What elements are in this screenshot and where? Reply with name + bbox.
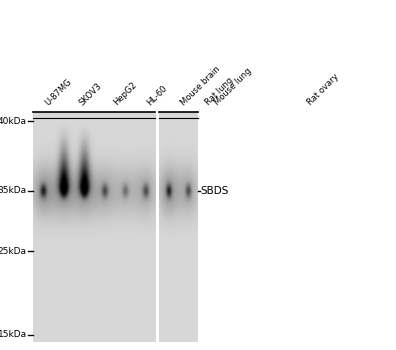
Text: 25kDa: 25kDa (0, 247, 27, 256)
Text: 35kDa: 35kDa (0, 186, 27, 195)
Text: HL-60: HL-60 (145, 84, 169, 107)
Text: Mouse brain: Mouse brain (179, 64, 222, 107)
Text: U-87MG: U-87MG (44, 77, 74, 107)
Text: SBDS: SBDS (201, 186, 229, 196)
Text: 15kDa: 15kDa (0, 330, 27, 339)
Text: 40kDa: 40kDa (0, 117, 27, 126)
Text: SKOV3: SKOV3 (78, 81, 103, 107)
Text: Rat ovary: Rat ovary (305, 72, 340, 107)
Text: Rat lung: Rat lung (204, 76, 235, 107)
Text: HepG2: HepG2 (111, 80, 138, 107)
Text: Mouse lung: Mouse lung (213, 66, 254, 107)
